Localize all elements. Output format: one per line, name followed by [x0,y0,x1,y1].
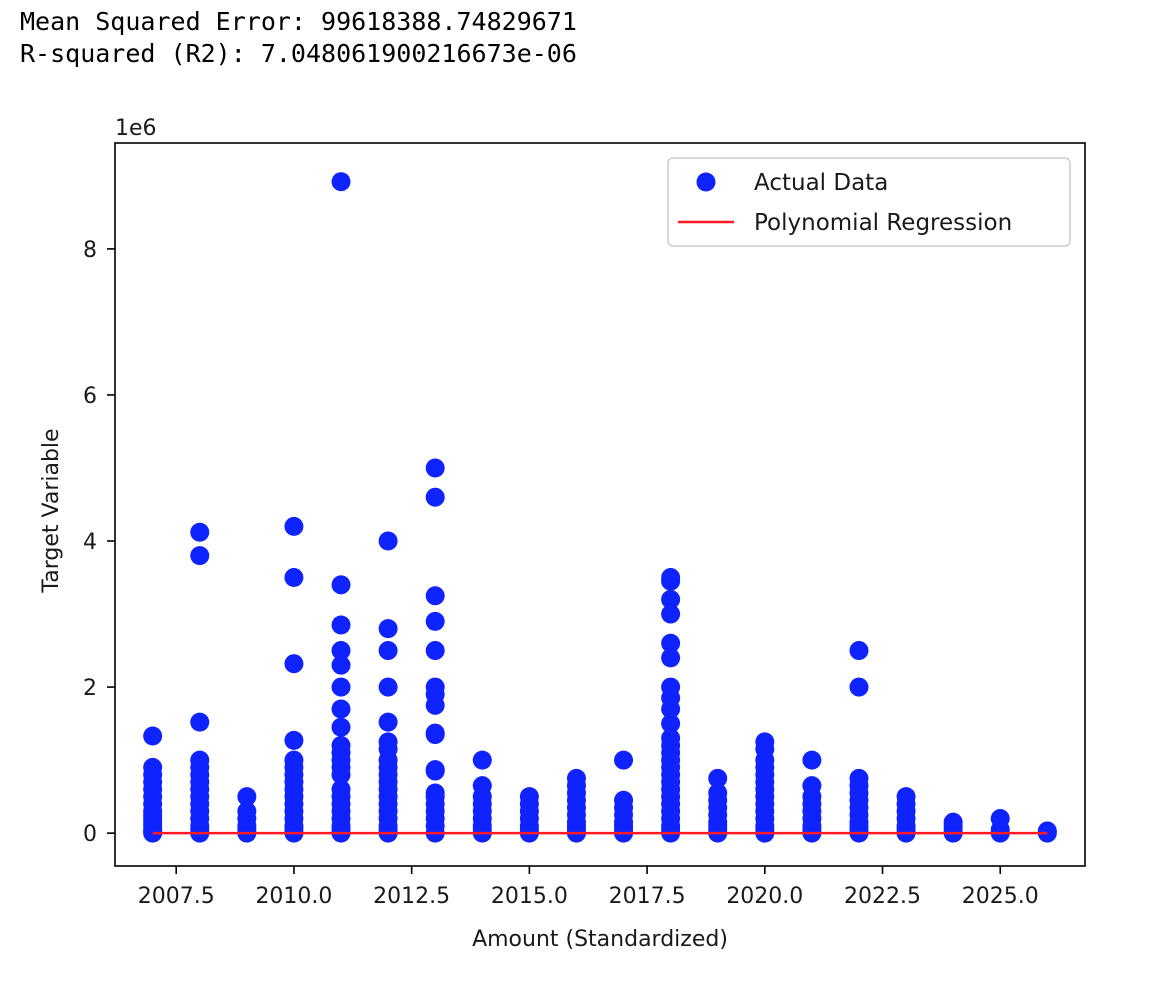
data-point [143,726,163,746]
legend-marker-actual-data [696,172,716,192]
data-point [378,531,398,551]
x-axis-ticks: 2007.5 2010.0 2012.5 2015.0 2017.5 2020.0 2022… [138,866,1039,909]
data-point [331,717,351,737]
x-tick-label: 2017.5 [609,884,686,909]
x-tick-label: 2012.5 [373,884,450,909]
data-point [661,633,681,653]
data-point [237,787,257,807]
data-point [802,750,822,770]
data-point [378,619,398,639]
data-point [331,765,351,785]
data-point [661,604,681,624]
data-point [661,648,681,668]
r2-line: R-squared (R2): 7.048061900216673e-06 [20,39,577,68]
data-point [661,589,681,609]
points-layer [143,172,1057,843]
y-tick-label: 0 [83,822,97,847]
data-point [425,725,445,745]
x-tick-label: 2022.5 [844,884,921,909]
data-point [331,575,351,595]
data-point [190,522,210,542]
y-axis-label: Target Variable [39,428,64,593]
y-offset-label: 1e6 [115,116,157,141]
data-point [378,677,398,697]
data-point [190,712,210,732]
data-point [849,677,869,697]
output-text: Mean Squared Error: 99618388.74829671 R-s… [20,6,577,70]
data-point [425,611,445,631]
data-point [661,571,681,591]
legend-label-polynomial-regression: Polynomial Regression [754,210,1012,236]
data-point [425,695,445,715]
x-tick-label: 2015.0 [491,884,568,909]
legend-label-actual-data: Actual Data [754,170,888,196]
y-tick-label: 8 [83,238,97,263]
plot-frame [114,142,1086,867]
mse-line: Mean Squared Error: 99618388.74829671 [20,7,577,36]
data-point [284,654,304,674]
y-axis-ticks: 0 2 4 6 8 [83,238,115,847]
data-point [331,655,351,675]
data-point [331,699,351,719]
data-point [284,568,304,588]
y-tick-label: 4 [83,530,97,555]
legend-box [667,157,1071,247]
x-tick-label: 2025.0 [962,884,1039,909]
data-point [284,730,304,750]
data-point [331,615,351,635]
data-point [425,458,445,478]
data-point [425,761,445,781]
data-point [849,641,869,661]
x-tick-label: 2010.0 [255,884,332,909]
y-tick-label: 6 [83,384,97,409]
x-tick-label: 2007.5 [138,884,215,909]
data-point [425,641,445,661]
y-tick-label: 2 [83,676,97,701]
data-point [472,750,492,770]
data-point [331,641,351,661]
data-point [331,172,351,192]
data-point [661,714,681,734]
data-point [378,712,398,732]
data-point [190,546,210,566]
data-point [614,750,634,770]
legend: Actual Data Polynomial Regression [667,157,1071,247]
x-axis-label: Amount (Standardized) [472,927,728,952]
data-point [708,768,728,788]
data-point [331,677,351,697]
data-point [661,699,681,719]
data-point [425,586,445,606]
data-point [284,516,304,536]
data-point [425,487,445,507]
x-tick-label: 2020.0 [726,884,803,909]
data-point [378,641,398,661]
